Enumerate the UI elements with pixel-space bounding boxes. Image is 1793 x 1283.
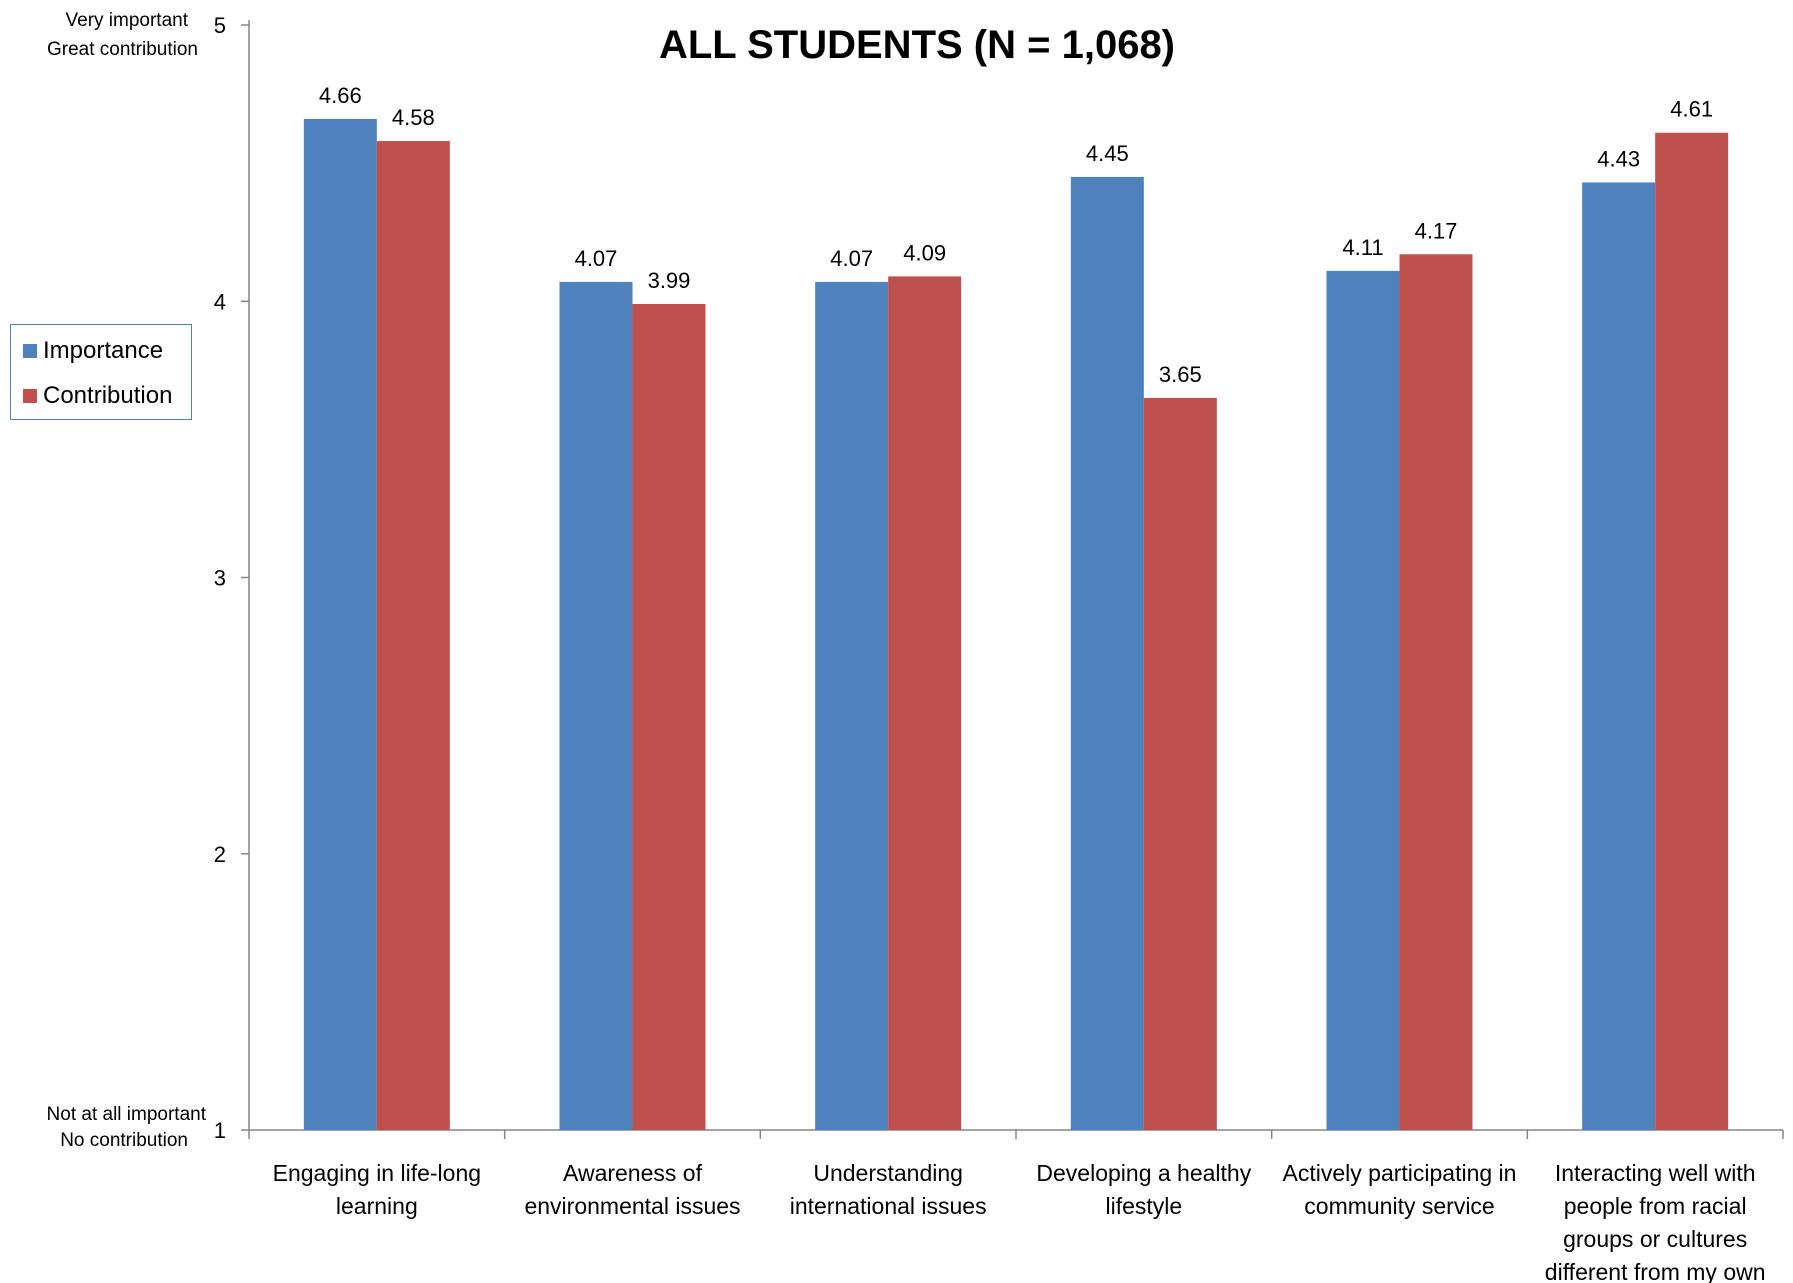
legend-swatch-importance	[23, 344, 37, 358]
bar-contribution	[632, 304, 706, 1130]
chart-title: ALL STUDENTS (N = 1,068)	[659, 23, 1175, 67]
legend-label-importance: Importance	[43, 337, 164, 364]
data-label: 4.45	[1086, 141, 1129, 166]
y-tick-label: 3	[214, 566, 226, 591]
bar-contribution	[1655, 132, 1729, 1131]
y-tick-label: 5	[214, 13, 226, 38]
bar-importance	[303, 118, 377, 1131]
x-tick-label: learning	[336, 1193, 418, 1219]
y-bottom-annotation-line-1: Not at all important	[47, 1104, 207, 1125]
data-label: 4.43	[1597, 146, 1640, 171]
data-label: 4.17	[1415, 218, 1458, 243]
x-tick-label: people from racial	[1564, 1193, 1747, 1219]
x-tick-label: lifestyle	[1105, 1193, 1182, 1219]
y-tick-label: 4	[214, 289, 226, 314]
bar-contribution	[888, 276, 962, 1130]
x-tick-label: community service	[1304, 1193, 1494, 1219]
bar-importance	[815, 281, 889, 1131]
data-label: 4.61	[1670, 97, 1713, 122]
y-tick-label: 2	[214, 842, 226, 867]
data-label: 4.07	[575, 246, 618, 271]
bar-importance	[1070, 176, 1144, 1130]
legend-label-contribution: Contribution	[43, 382, 173, 409]
x-tick-label: Interacting well with	[1555, 1160, 1756, 1186]
bar-importance	[1582, 182, 1656, 1130]
data-label: 4.09	[903, 240, 946, 265]
data-label: 4.11	[1342, 235, 1383, 260]
data-label: 3.99	[648, 268, 691, 293]
y-tick-label: 1	[214, 1118, 226, 1143]
y-top-annotation-line-1: Very important	[66, 10, 189, 31]
data-label: 4.07	[830, 246, 873, 271]
legend-item-contribution: Contribution	[23, 382, 172, 410]
bar-contribution	[1143, 397, 1217, 1130]
legend-swatch-contribution	[23, 389, 37, 403]
y-bottom-annotation-line-2: No contribution	[60, 1130, 188, 1151]
bar-contribution	[376, 141, 450, 1130]
x-tick-label: Actively participating in	[1283, 1160, 1517, 1186]
bar-importance	[559, 281, 633, 1131]
x-tick-label: Awareness of	[563, 1160, 703, 1186]
data-label: 4.66	[319, 83, 362, 108]
x-tick-label: Understanding	[813, 1160, 963, 1186]
bar-contribution	[1399, 254, 1473, 1131]
data-label: 3.65	[1159, 362, 1202, 387]
bar-importance	[1326, 270, 1400, 1130]
legend: Importance Contribution	[10, 324, 192, 420]
legend-item-importance: Importance	[23, 337, 163, 365]
x-tick-label: international issues	[790, 1193, 987, 1219]
x-tick-label: environmental issues	[524, 1193, 740, 1219]
x-tick-label: Engaging in life-long	[273, 1160, 481, 1186]
x-tick-label: different from my own	[1545, 1259, 1766, 1283]
x-tick-label: Developing a healthy	[1036, 1160, 1251, 1186]
x-tick-label: groups or cultures	[1563, 1226, 1747, 1252]
data-label: 4.58	[392, 105, 435, 130]
y-top-annotation-line-2: Great contribution	[47, 39, 198, 60]
